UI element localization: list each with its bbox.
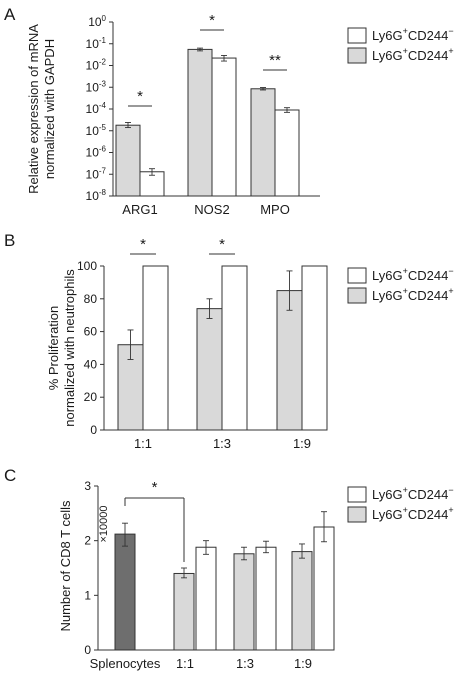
panel-b-x-tick-label: 1:3 [213,436,231,451]
panel-c-x-tick-label: 1:9 [294,656,312,671]
panel-b-x-tick-label: 1:9 [293,436,311,451]
panel-c-x-tick-label: Splenocytes [90,656,161,671]
panel-a-bar-pos [250,88,276,197]
panel-c-y-tick-label: 0 [84,643,91,657]
panel-b-y-tick-label: 100 [77,259,97,273]
panel-a-significance-mark: * [137,88,143,105]
panel-label-a: A [4,5,16,24]
legend-swatch-pos [347,506,367,523]
legend-label-neg: Ly6G+CD244− [372,266,454,283]
legend-swatch-neg [347,27,367,44]
panel-c-x-tick-label: 1:1 [176,656,194,671]
panel-a-y-tick-label: 100 [88,14,106,29]
legend-label-pos: Ly6G+CD244+ [372,505,454,522]
panel-b-bar-pos [196,308,223,431]
panel-b-y-label-line2: normalized with neutrophils [62,269,77,427]
legend-swatch-pos [347,287,367,304]
panel-a-x-tick-label: NOS2 [194,202,229,217]
panel-b-bar-pos [276,290,303,431]
panel-b-bar-neg [221,265,248,431]
panel-a-x-tick-label: MPO [260,202,290,217]
panel-b-x-tick-label: 1:1 [134,436,152,451]
panel-c-y-tick-label: 1 [84,588,91,602]
panel-a-bar-pos [115,124,141,197]
panel-c-bar-pos [233,553,255,651]
panel-c-y-unit: ×10000 [98,505,110,542]
panel-b-y-tick-label: 20 [84,390,98,404]
panel-b-bar-neg [301,265,328,431]
panel-b-y-tick-label: 40 [84,357,98,371]
legend-label-pos: Ly6G+CD244+ [372,46,454,63]
panel-c-significance-mark: * [152,479,158,496]
panel-b-significance-mark: * [140,236,146,253]
legend-label-pos: Ly6G+CD244+ [372,286,454,303]
panel-a-y-tick-label: 10-2 [86,58,107,73]
panel-c-x-tick-label: 1:3 [236,656,254,671]
panel-b-y-label-line1: % Proliferation [46,306,61,391]
panel-a-bar-neg [211,57,237,197]
panel-b-bar-neg [142,265,169,431]
panel-c-bar-pos [291,551,313,651]
panel-a-bar-neg [274,109,300,197]
panel-a-significance-mark: ** [269,52,281,69]
panel-a-y-tick-label: 10-7 [86,166,107,181]
legend-swatch-neg [347,267,367,284]
panel-c-bar-neg [255,546,277,651]
legend-swatch-pos [347,47,367,64]
panel-label-c: C [4,466,16,485]
panel-c-y-tick-label: 3 [84,479,91,493]
panel-label-b: B [4,231,15,250]
panel-c-bar-pos [173,572,195,651]
panel-c-y-tick-label: 2 [84,534,91,548]
panel-b-y-tick-label: 80 [84,292,98,306]
panel-c-bar-neg [313,526,335,651]
panel-c-bar-neg [195,546,217,651]
panel-c-y-label: Number of CD8 T cells [58,500,73,632]
legend-swatch-neg [347,486,367,503]
panel-b-y-tick-label: 0 [90,423,97,437]
panel-c-bar-spl [114,533,136,651]
panel-b-significance-mark: * [219,236,225,253]
panel-a-y-tick-label: 10-3 [86,79,107,94]
legend-label-neg: Ly6G+CD244− [372,26,454,43]
panel-a-y-tick-label: 10-5 [86,123,107,138]
panel-a-bar-neg [139,171,165,197]
legend-label-neg: Ly6G+CD244− [372,485,454,502]
panel-a-y-label-line1: Relative expression of mRNA [26,24,41,194]
panel-a-y-tick-label: 10-6 [86,145,107,160]
panel-a-y-label-line2: normalized with GAPDH [42,39,57,179]
panel-a-y-tick-label: 10-8 [86,188,107,203]
panel-a-significance-mark: * [209,12,215,29]
panel-a-x-tick-label: ARG1 [122,202,157,217]
panel-a-y-tick-label: 10-4 [86,101,107,116]
panel-a-bar-pos [187,48,213,197]
panel-a-y-tick-label: 10-1 [86,36,107,51]
panel-b-y-tick-label: 60 [84,325,98,339]
